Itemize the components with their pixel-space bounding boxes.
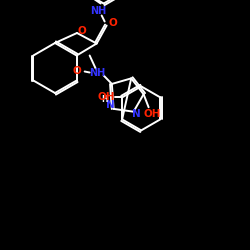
Text: NH: NH (90, 6, 107, 16)
Text: N: N (106, 100, 115, 110)
Text: OH: OH (144, 109, 161, 119)
Text: OH: OH (98, 92, 115, 102)
Text: H: H (101, 96, 108, 104)
Text: O: O (108, 18, 117, 28)
Text: NH: NH (90, 68, 106, 78)
Text: O: O (78, 26, 86, 36)
Text: N: N (132, 109, 141, 119)
Text: O: O (72, 66, 81, 76)
